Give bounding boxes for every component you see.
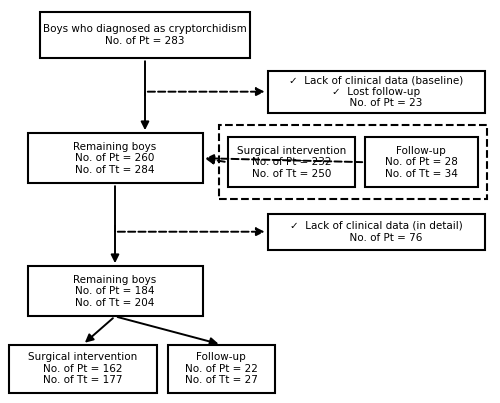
Text: Surgical intervention
No. of Pt = 232
No. of Tt = 250: Surgical intervention No. of Pt = 232 No… [236,145,346,179]
Bar [168,345,275,393]
Bar [28,133,203,183]
Bar [365,137,478,187]
Bar [28,266,203,316]
Text: Surgical intervention
No. of Pt = 162
No. of Tt = 177: Surgical intervention No. of Pt = 162 No… [28,352,138,385]
Text: Remaining boys
No. of Pt = 184
No. of Tt = 204: Remaining boys No. of Pt = 184 No. of Tt… [74,274,156,308]
Text: ✓  Lack of clinical data (baseline)
✓  Lost follow-up
      No. of Pt = 23: ✓ Lack of clinical data (baseline) ✓ Los… [289,75,464,108]
Text: Follow-up
No. of Pt = 28
No. of Tt = 34: Follow-up No. of Pt = 28 No. of Tt = 34 [385,145,458,179]
Text: Remaining boys
No. of Pt = 260
No. of Tt = 284: Remaining boys No. of Pt = 260 No. of Tt… [74,141,156,175]
Bar [9,345,156,393]
Bar [268,214,485,250]
Bar [219,125,486,199]
Bar [40,12,250,58]
Text: ✓  Lack of clinical data (in detail)
      No. of Pt = 76: ✓ Lack of clinical data (in detail) No. … [290,221,462,243]
Bar [228,137,355,187]
Text: Boys who diagnosed as cryptorchidism
No. of Pt = 283: Boys who diagnosed as cryptorchidism No.… [43,25,247,46]
Text: Follow-up
No. of Pt = 22
No. of Tt = 27: Follow-up No. of Pt = 22 No. of Tt = 27 [185,352,258,385]
Bar [268,71,485,113]
